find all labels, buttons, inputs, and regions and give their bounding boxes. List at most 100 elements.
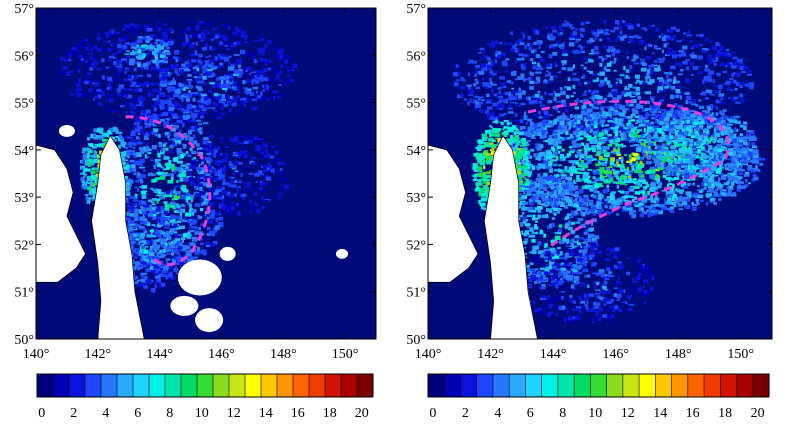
lat-tick-label: 55°: [14, 97, 34, 112]
colorbar-tick-label: 0: [38, 406, 45, 421]
lat-tick-label: 52°: [14, 238, 34, 253]
colorbar-segment: [720, 374, 737, 397]
left-map-svg: 50° 51° 52° 53° 54° 55° 56° 57° 140° 142° 144° 146°…: [14, 2, 377, 421]
lat-tick-label: 55°: [406, 97, 426, 112]
lat-tick-label: 51°: [14, 286, 34, 301]
lat-tick-label: 56°: [14, 49, 34, 64]
lat-tick-label: 57°: [14, 2, 34, 17]
lat-tick-label: 56°: [406, 49, 426, 64]
colorbar-segment: [277, 374, 294, 397]
cloud-gap: [219, 246, 236, 261]
colorbar-tick-label: 2: [462, 406, 469, 421]
colorbar-tick-label: 12: [621, 406, 635, 421]
colorbar-tick-label: 14: [259, 406, 273, 421]
colorbar-segment: [213, 374, 230, 397]
colorbar-segment: [149, 374, 166, 397]
mainland-coast: [428, 144, 479, 283]
lon-tick-label: 144°: [540, 347, 567, 362]
lon-tick-label: 148°: [270, 347, 297, 362]
colorbar-segment: [492, 374, 510, 397]
colorbar-segment: [341, 374, 358, 397]
colorbar-tick-label: 8: [166, 406, 173, 421]
colorbar-tick-label: 18: [323, 406, 337, 421]
left-map-area: 50° 51° 52° 53° 54° 55° 56° 57° 140° 142° 144° 146°…: [14, 2, 377, 362]
colorbar-segment: [293, 374, 310, 397]
lat-tick-label: 50°: [14, 333, 34, 348]
lon-tick-label: 140°: [23, 347, 50, 362]
cloud-gap: [195, 308, 224, 333]
sakhalin-island: [91, 134, 145, 339]
colorbar-segment: [357, 374, 374, 397]
colorbar-segment: [53, 374, 70, 397]
colorbar-segment: [245, 374, 262, 397]
colorbar-tick-label: 20: [355, 406, 369, 421]
map-frame: [427, 7, 773, 340]
region-contour: [125, 115, 212, 267]
left-map-panel: 50° 51° 52° 53° 54° 55° 56° 57° 140° 142° 144° 146°…: [14, 2, 377, 421]
lon-tick-label: 142°: [85, 347, 112, 362]
colorbar-segment: [606, 374, 624, 397]
lon-tick-label: 146°: [602, 347, 629, 362]
lon-tick-label: 146°: [208, 347, 235, 362]
colorbar-segment: [671, 374, 689, 397]
colorbar-segment: [541, 374, 559, 397]
colorbar-segment: [133, 374, 150, 397]
colorbar-frame: [427, 373, 770, 398]
map-frame: [35, 7, 377, 340]
colorbar-segment: [736, 374, 754, 397]
region-contour: [527, 99, 730, 251]
lon-tick-label: 150°: [727, 347, 754, 362]
sakhalin-island: [483, 134, 538, 339]
cloud-gap: [170, 295, 199, 316]
colorbar-tick-label: 6: [134, 406, 141, 421]
colorbar: 0 2 4 6 8 10 12 14 16 18 20: [427, 373, 770, 421]
colorbar-tick-label: 2: [70, 406, 77, 421]
colorbar-segment: [181, 374, 198, 397]
colorbar-segment: [622, 374, 640, 397]
colorbar-segment: [69, 374, 86, 397]
colorbar-segment: [444, 374, 461, 397]
colorbar-segment: [101, 374, 118, 397]
lon-tick-label: 150°: [332, 347, 359, 362]
colorbar-tick-label: 16: [291, 406, 305, 421]
colorbar-segment: [325, 374, 342, 397]
colorbar-segment: [655, 374, 672, 397]
colorbar-segment: [557, 374, 575, 397]
colorbar-segment: [460, 374, 478, 397]
colorbar-segment: [261, 374, 278, 397]
colorbar-segment: [687, 374, 705, 397]
colorbar-segment: [85, 374, 102, 397]
lon-tick-label: 148°: [665, 347, 692, 362]
cloud-gap: [58, 124, 75, 137]
lat-tick-label: 53°: [406, 191, 426, 206]
colorbar-segment: [574, 374, 591, 397]
lat-tick-label: 51°: [406, 286, 426, 301]
lat-tick-label: 53°: [14, 191, 34, 206]
concentration-field: [57, 20, 298, 293]
colorbar-tick-label: 8: [559, 406, 566, 421]
colorbar-tick-label: 0: [429, 406, 436, 421]
cloud-gap: [336, 248, 348, 259]
lat-tick-label: 57°: [406, 2, 426, 17]
colorbar-segment: [509, 374, 526, 397]
colorbar-segment: [525, 374, 542, 397]
lat-tick-label: 54°: [14, 144, 34, 159]
colorbar-tick-label: 14: [653, 406, 667, 421]
right-map-svg: 50° 51° 52° 53° 54° 55° 56° 57° 140° 142° 144° 146°…: [406, 2, 773, 421]
colorbar-tick-label: 10: [195, 406, 209, 421]
colorbar-segment: [229, 374, 246, 397]
colorbar-tick-label: 18: [718, 406, 732, 421]
colorbar-segment: [428, 374, 445, 397]
colorbar-segment: [309, 374, 326, 397]
colorbar-tick-label: 6: [527, 406, 534, 421]
cloud-gap: [177, 259, 222, 296]
colorbar-tick-label: 4: [102, 406, 109, 421]
lon-tick-label: 142°: [477, 347, 504, 362]
lat-tick-label: 50°: [406, 333, 426, 348]
colorbar: 0 2 4 6 8 10 12 14 16 18 20: [36, 373, 374, 421]
colorbar-tick-label: 4: [494, 406, 501, 421]
colorbar-segment: [590, 374, 607, 397]
colorbar-segment: [476, 374, 494, 397]
lon-tick-label: 144°: [146, 347, 173, 362]
mainland-coast: [36, 144, 86, 283]
